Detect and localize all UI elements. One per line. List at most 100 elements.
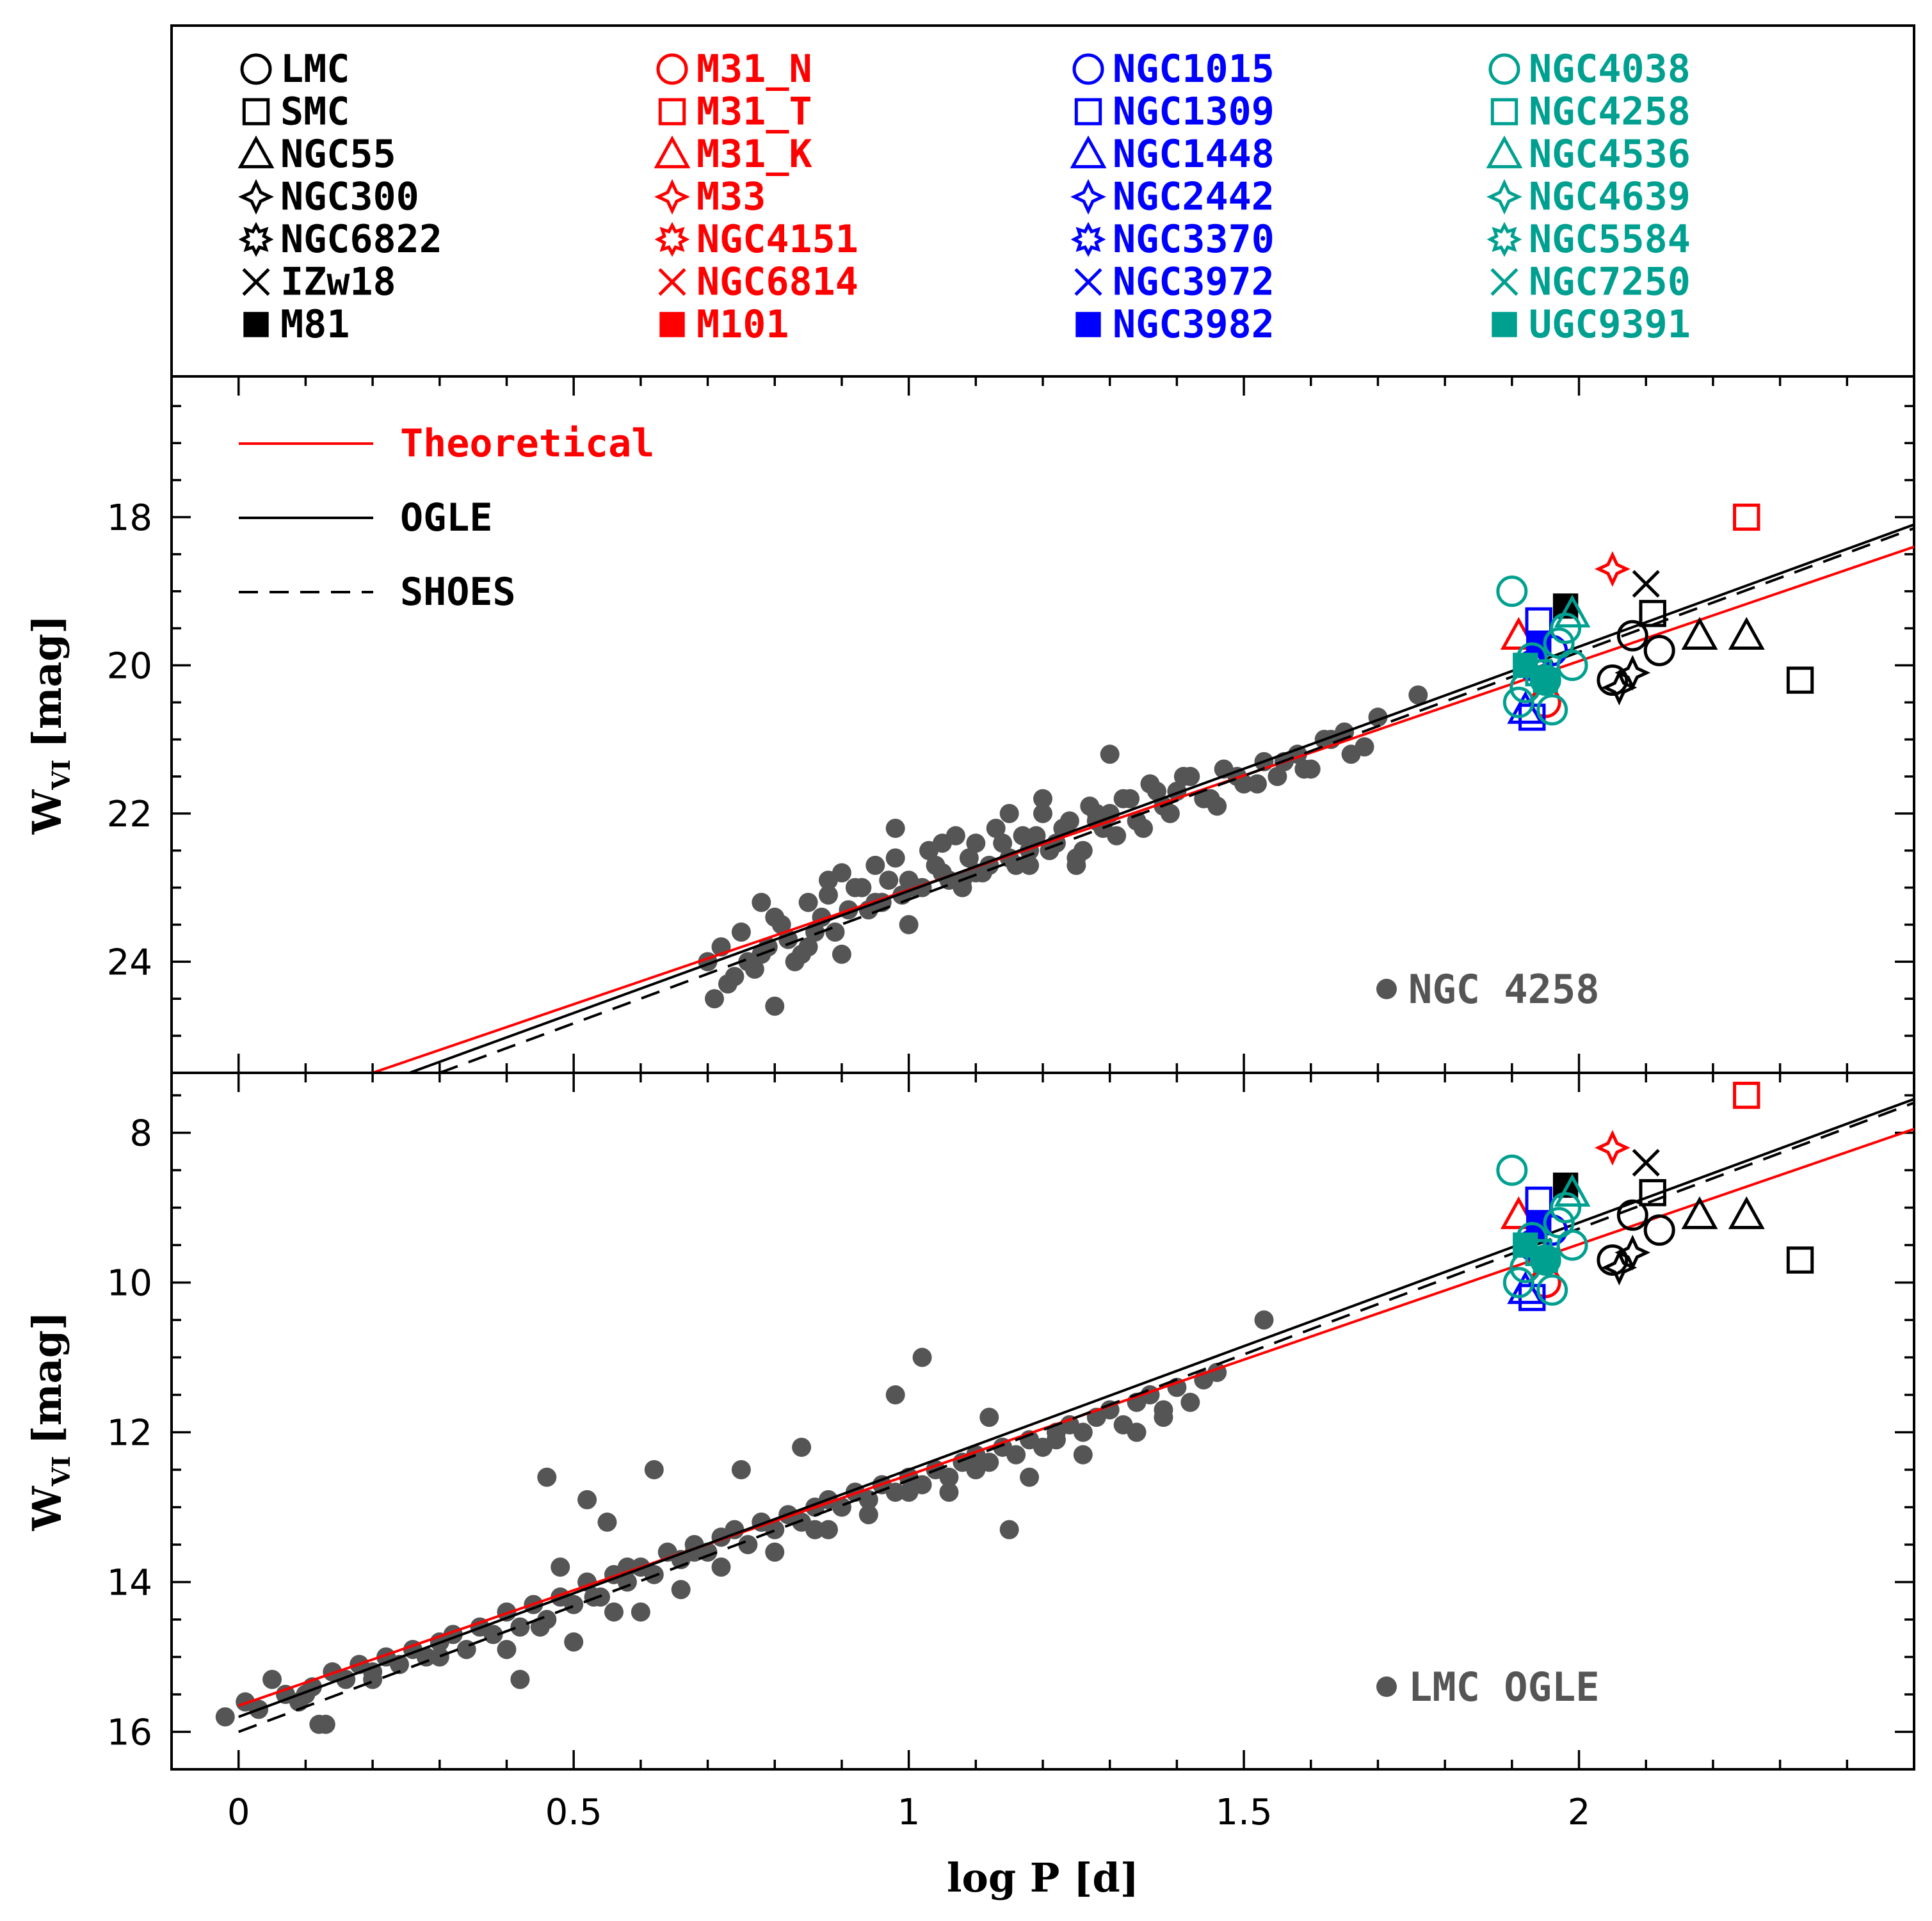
data-point [778, 929, 798, 949]
data-point [316, 1714, 335, 1734]
data-point [798, 937, 818, 957]
data-point [604, 1602, 624, 1622]
legend-label-m31-n: M31_N [696, 47, 812, 92]
sample-label-dot [1376, 979, 1397, 999]
teal-circle-marker [1550, 613, 1582, 645]
data-point [966, 1460, 986, 1480]
data-point [510, 1669, 530, 1689]
data-point [1020, 1467, 1040, 1487]
sample-label-dot [1376, 1676, 1397, 1697]
x-tick-label: 1 [898, 1792, 921, 1833]
data-point [979, 1408, 999, 1427]
legend-marker-ugc9391 [1492, 312, 1517, 337]
legend-label-m101: M101 [696, 302, 789, 347]
teal-circle-marker [1536, 694, 1568, 726]
legend-label-ngc1015: NGC1015 [1113, 47, 1275, 92]
legend-marker-ngc6814 [658, 268, 686, 296]
data-point [1067, 855, 1086, 875]
data-point [912, 1347, 932, 1367]
data-point [1006, 1445, 1026, 1465]
scatter-series [215, 1310, 1274, 1734]
data-point [1046, 1430, 1066, 1450]
legend-label-ngc3972: NGC3972 [1113, 260, 1275, 305]
black-circle-marker [1597, 1244, 1629, 1276]
black-circle-marker [1643, 634, 1675, 666]
legend-marker-m31-t [658, 98, 686, 125]
x-tick-label: 1.5 [1216, 1792, 1273, 1833]
line-shoes [237, 1101, 1914, 1733]
data-point [885, 1483, 905, 1502]
legend-marker-ngc4639 [1486, 179, 1522, 215]
data-point [1154, 1408, 1173, 1427]
black-star4-marker [1601, 1250, 1638, 1286]
data-point [584, 1587, 604, 1607]
y-tick-label: 8 [129, 1113, 152, 1155]
black-square-marker [1786, 666, 1814, 694]
black-star4-marker [1614, 655, 1651, 691]
marker-legend: LMCSMCNGC55NGC300NGC6822IZw18M81M31_NM31… [170, 24, 1915, 378]
data-point [577, 1490, 597, 1509]
x-tick-label: 0.5 [545, 1792, 602, 1833]
data-point [858, 1505, 878, 1525]
data-point [858, 1490, 878, 1509]
y-tick-label: 16 [107, 1712, 152, 1754]
data-point [899, 1483, 919, 1502]
data-point [597, 1512, 617, 1532]
legend-label-ngc4258: NGC4258 [1529, 90, 1691, 134]
black-cross-marker [1632, 1148, 1660, 1177]
data-point [758, 937, 778, 957]
black-square-marker [1639, 1178, 1666, 1207]
data-point [510, 1617, 530, 1637]
teal-circle-marker [1550, 1192, 1582, 1224]
y-tick-label: 18 [107, 497, 152, 539]
y-axis-label: WVI[mag] [24, 615, 76, 835]
y-tick-label: 14 [107, 1563, 152, 1604]
data-point [765, 1542, 785, 1562]
blue-square-marker [1525, 607, 1552, 635]
data-point [1160, 803, 1180, 823]
teal-circle-marker [1496, 575, 1528, 607]
y-tick-label: 12 [107, 1413, 152, 1454]
line-theoretical [372, 545, 1914, 1073]
y-tick-label: 10 [107, 1263, 152, 1305]
x-axis-label: log P [d] [947, 1854, 1139, 1901]
legend-marker-izw18 [242, 268, 270, 296]
blue-square-marker [1525, 1186, 1552, 1214]
teal-circle-marker [1536, 1274, 1568, 1306]
line-shoes [439, 527, 1914, 1073]
panel-ngc4258: 18 20 22 24 WVI[mag] Theoretical OGLE SHOES NGC … [24, 375, 1915, 1074]
data-point [845, 878, 865, 897]
teal-circle-marker [1502, 1267, 1534, 1299]
y-axis-label: WVI[mag] [24, 1312, 76, 1532]
teal-circle-marker [1529, 1244, 1561, 1276]
data-point [711, 1557, 731, 1577]
fit-lines [372, 523, 1914, 1073]
data-point [363, 1662, 383, 1682]
data-point [537, 1467, 557, 1487]
black-triangle-marker [1681, 616, 1718, 650]
x-tick-label: 0 [227, 1792, 250, 1833]
data-point [631, 1602, 650, 1622]
data-point [718, 974, 737, 994]
data-point [986, 819, 1006, 839]
data-point [932, 833, 952, 853]
data-point [825, 922, 845, 942]
legend-marker-m31-n [656, 53, 688, 85]
data-point [738, 1535, 758, 1555]
black-triangle-marker [1681, 1196, 1718, 1230]
legend-marker-m31-k [654, 135, 691, 168]
black-square-marker [1786, 1246, 1814, 1274]
legend-label-lmc: LMC [280, 47, 350, 92]
data-point [1268, 767, 1287, 787]
data-point [1086, 811, 1106, 831]
legend-label-ngc7250: NGC7250 [1529, 260, 1691, 305]
legend-label-izw18: IZw18 [280, 260, 396, 305]
data-point [818, 871, 838, 890]
legend-marker-m33 [654, 179, 690, 215]
legend-marker-ngc300 [238, 179, 274, 215]
line-ogle [408, 523, 1914, 1073]
data-point [564, 1632, 584, 1652]
data-point [1020, 855, 1040, 875]
legend-marker-ngc4038 [1488, 53, 1520, 85]
